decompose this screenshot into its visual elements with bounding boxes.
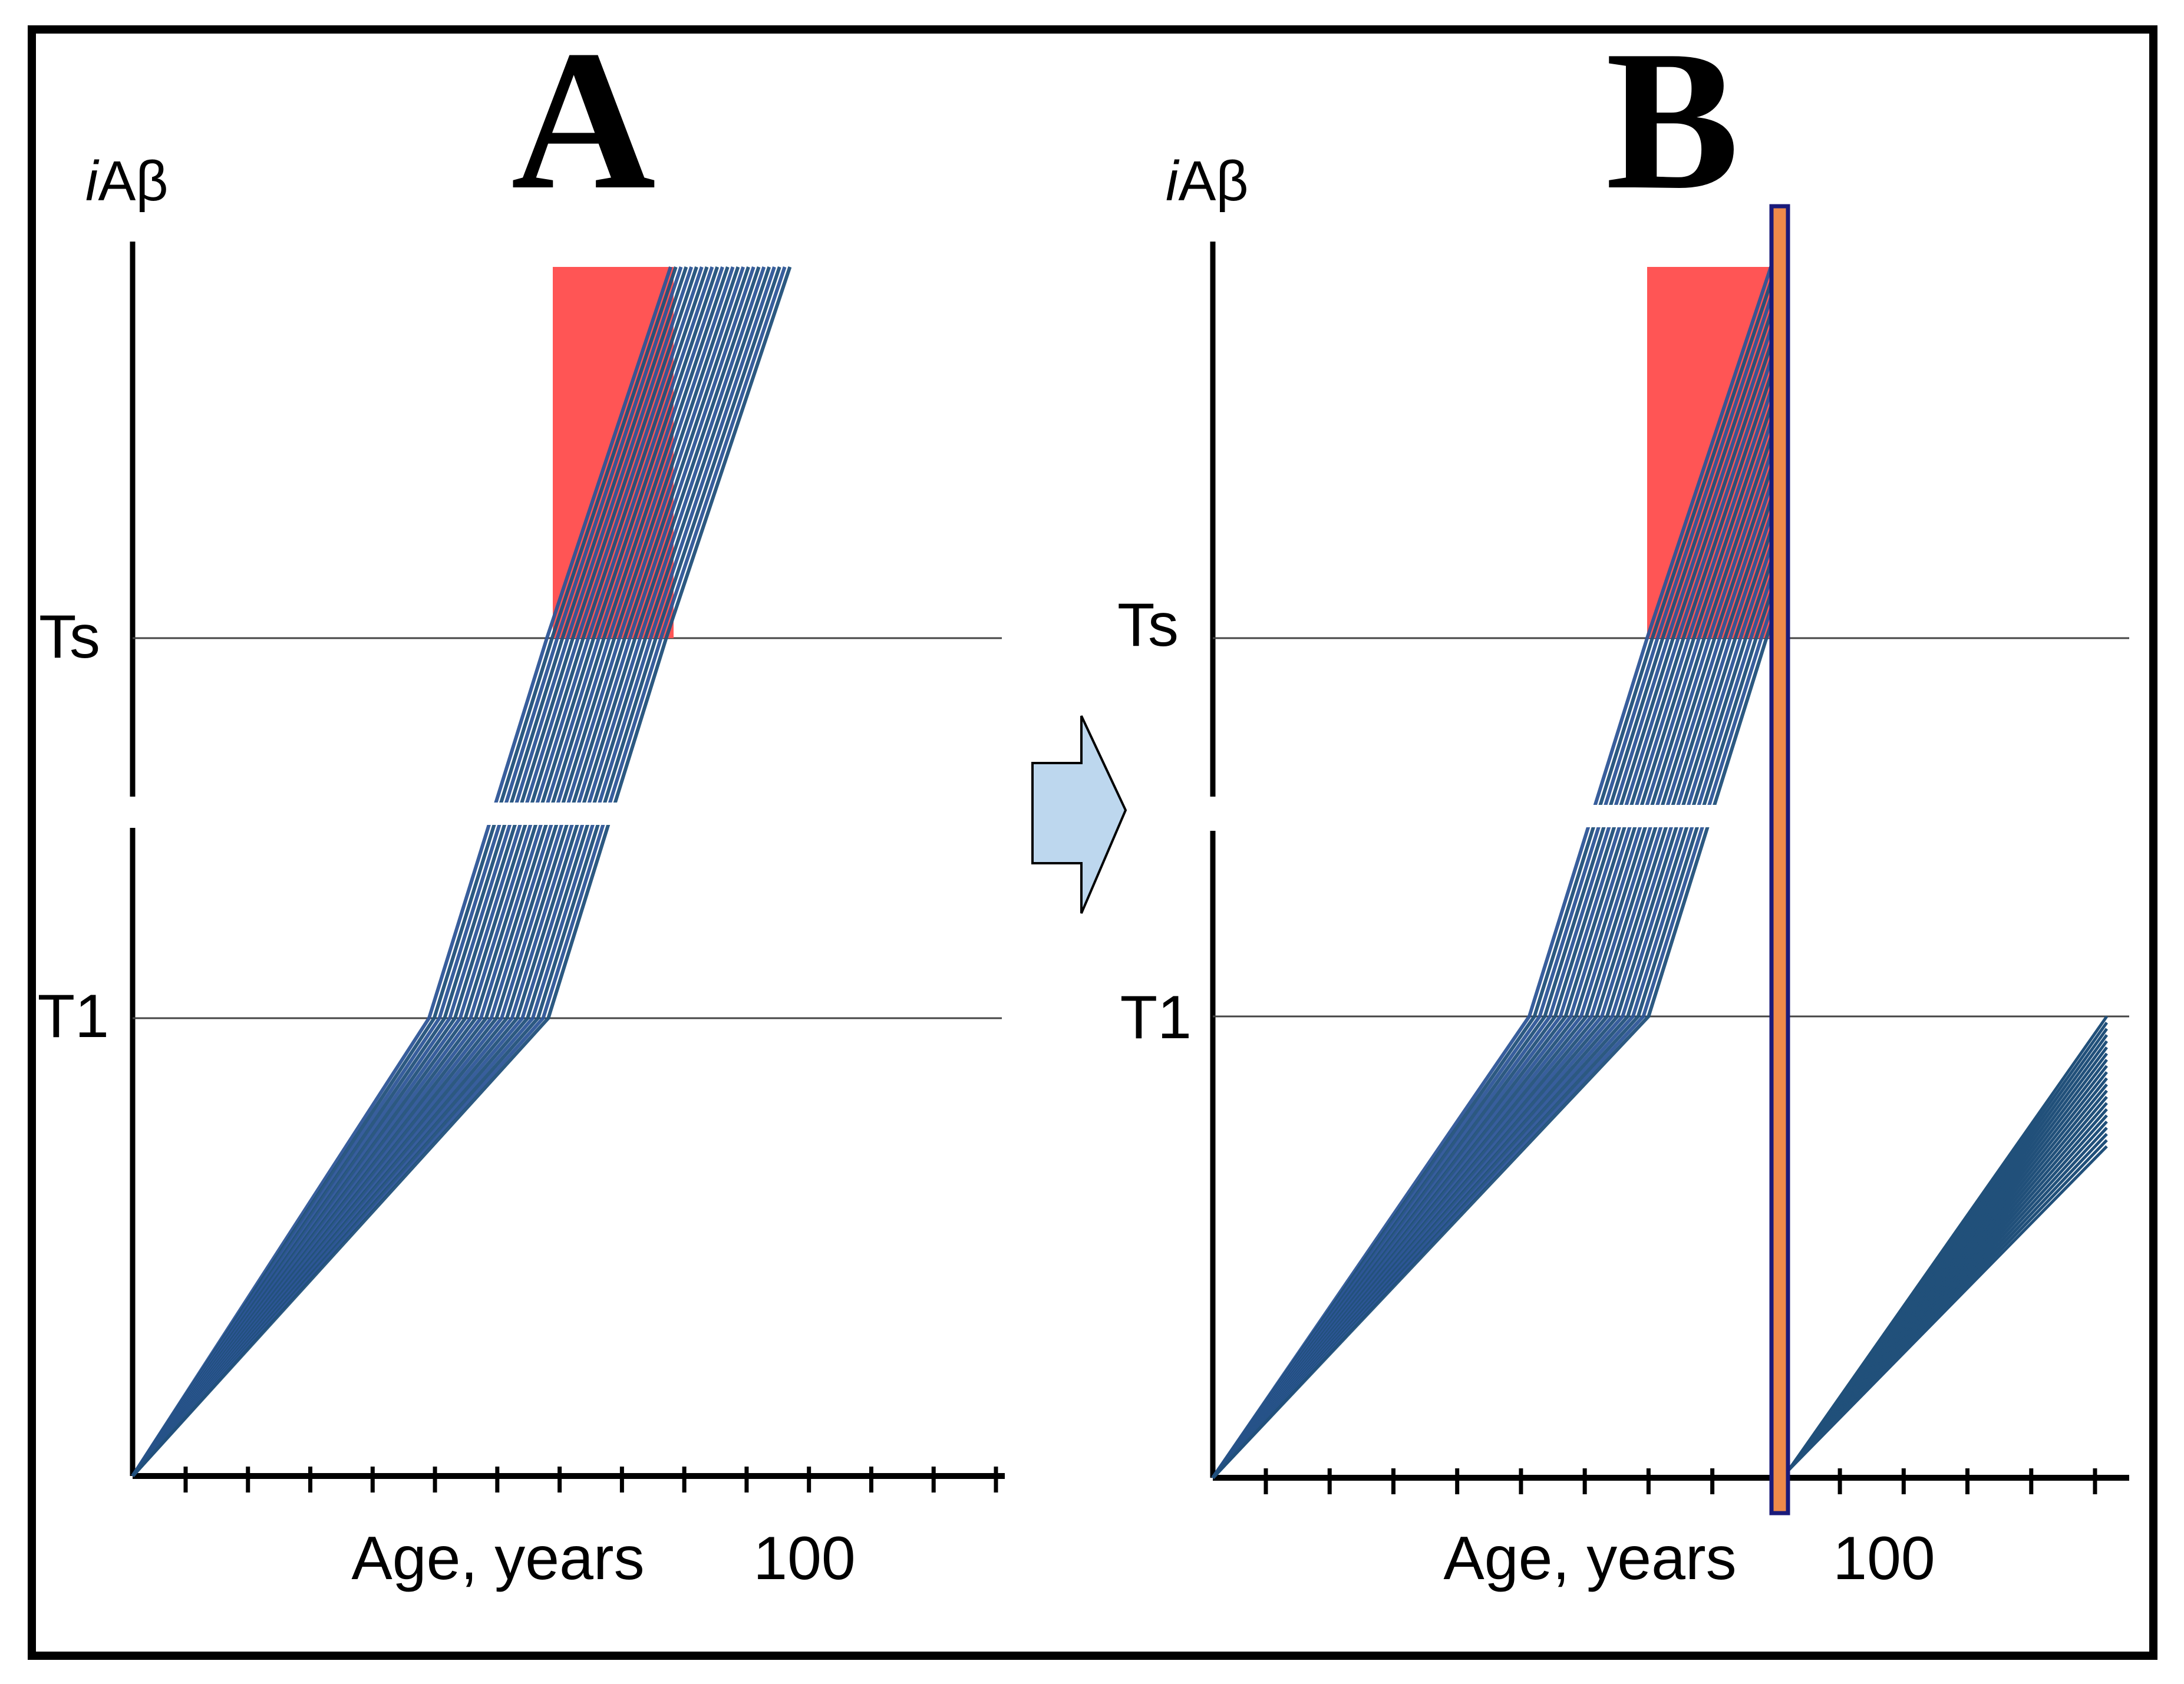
panel-a-axis-break-gap (354, 803, 766, 825)
panel-a-trajectory-line (131, 266, 776, 1477)
panel-a-trajectories (131, 266, 792, 1478)
panel-a-trajectory-line (131, 266, 740, 1477)
panel-a-trajectory-line (131, 266, 745, 1477)
panel-b: B iAβ Ts T1 Age, years 100 (1117, 9, 2129, 1593)
transition-arrow (1031, 715, 1127, 914)
panel-a-trajectory-line (131, 266, 766, 1477)
panel-a-trajectory-line (131, 266, 724, 1477)
panel-a-trajectory-line (131, 266, 750, 1477)
panel-a-trajectory-line (131, 266, 683, 1477)
panel-b-t1-label: T1 (1120, 983, 1192, 1052)
panel-b-letter: B (1606, 9, 1740, 231)
panel-b-intervention-band (1769, 204, 1790, 1515)
panel-a-t1-label: T1 (38, 982, 109, 1051)
panel-b-x-ticks (1263, 1468, 2097, 1494)
panel-b-axis-break-gap (1444, 805, 1856, 827)
panel-b-y-axis-label: iAβ (1166, 150, 1249, 213)
panel-a-trajectory-line (131, 266, 730, 1477)
panel-a-trajectory-line (131, 266, 720, 1477)
panel-b-x-100-label: 100 (1833, 1524, 1935, 1593)
panel-a-trajectory-line (131, 266, 709, 1477)
panel-a-trajectory-line (131, 266, 678, 1477)
panel-a-letter: A (511, 9, 656, 231)
panel-b-x-axis-label: Age, years (1443, 1524, 1736, 1593)
figure-frame (28, 25, 2157, 1660)
panel-a-trajectory-line (131, 266, 792, 1478)
panel-a-y-axis-label: iAβ (85, 150, 169, 213)
panel-a-ts-label: Ts (39, 603, 100, 671)
panel-b-y-label-italic: i (1166, 150, 1180, 213)
panel-a-x-100-label: 100 (753, 1524, 856, 1593)
panel-a-trajectory-line (131, 266, 694, 1477)
panel-a-y-label-italic: i (85, 150, 100, 213)
panel-a-trajectory-line (131, 266, 761, 1477)
panel-a-trajectory-line (131, 266, 688, 1477)
panel-a-trajectory-line (131, 266, 781, 1477)
panel-a-trajectory-line (131, 266, 714, 1477)
panel-a-trajectory-line (131, 266, 787, 1478)
panel-a: A iAβ Ts T1 Age, years 100 (38, 9, 1005, 1593)
panel-a-trajectory-line (131, 266, 756, 1477)
panel-b-y-label-rest: Aβ (1178, 150, 1248, 213)
panel-a-trajectory-line (131, 266, 771, 1477)
panel-a-x-ticks (183, 1467, 998, 1493)
panel-a-trajectory-line (131, 266, 698, 1477)
panel-a-trajectory-line (131, 266, 672, 1477)
panel-a-trajectory-line (131, 266, 704, 1477)
panel-a-y-label-rest: Aβ (98, 150, 168, 213)
panel-b-ts-label: Ts (1117, 591, 1179, 659)
panel-a-trajectory-line (131, 266, 735, 1477)
panel-a-x-axis-label: Age, years (351, 1524, 644, 1593)
panel-b-wave-line (1787, 1145, 2108, 1471)
panel-b-post-intervention-trajectories (1787, 1015, 2109, 1471)
